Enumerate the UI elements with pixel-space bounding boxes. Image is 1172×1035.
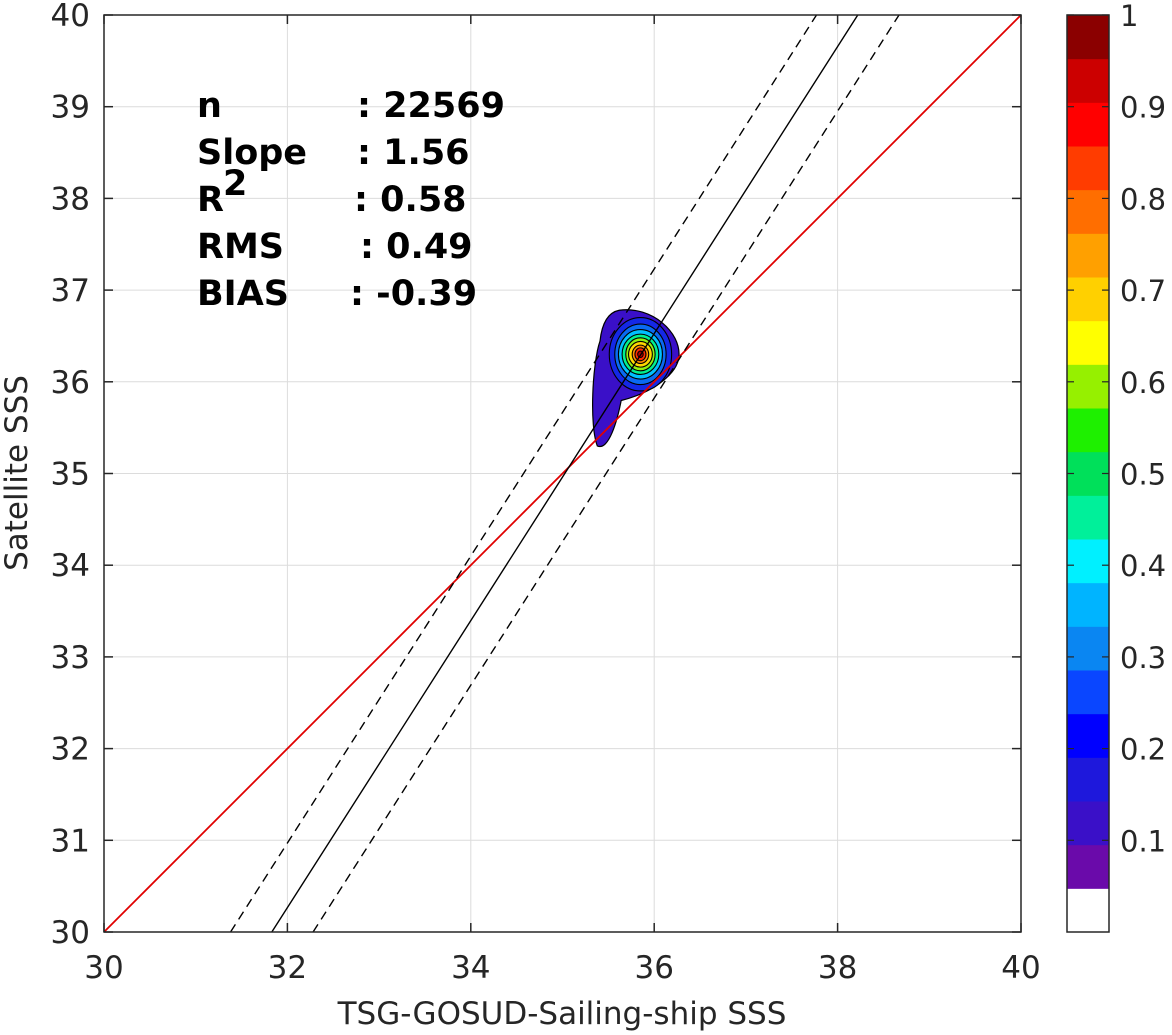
x-tick-label: 40: [1001, 950, 1040, 986]
grid: [104, 15, 1021, 932]
colorbar-segment: [1067, 626, 1109, 671]
one-to-one-line: [104, 15, 1021, 932]
colorbar-segment: [1067, 844, 1109, 889]
fit-lines: [104, 15, 1021, 932]
stat-value: : -0.39: [350, 274, 477, 314]
colorbar-segment: [1067, 582, 1109, 627]
colorbar-segment: [1067, 146, 1109, 191]
colorbar: [1066, 14, 1110, 933]
colorbar-segment: [1067, 670, 1109, 715]
y-tick-label: 34: [51, 548, 90, 584]
x-tick-label: 34: [451, 950, 490, 986]
stat-value: : 22569: [357, 86, 505, 126]
colorbar-segment: [1067, 539, 1109, 584]
colorbar-tick-label: 0.6: [1120, 366, 1166, 400]
x-tick-labels: 30 32 34 36 38 40: [84, 950, 1040, 986]
colorbar-segment: [1067, 713, 1109, 758]
x-tick-label: 30: [84, 950, 123, 986]
y-tick-label: 35: [51, 457, 90, 493]
colorbar-tick-label: 0.5: [1120, 458, 1166, 492]
y-axis-label: Satellite SSS: [0, 375, 35, 571]
x-tick-label: 32: [268, 950, 307, 986]
colorbar-tick-label: 0.2: [1120, 733, 1166, 767]
regression-plus-line: [312, 15, 900, 932]
colorbar-segment: [1067, 320, 1109, 365]
colorbar-segment: [1067, 801, 1109, 846]
y-tick-label: 37: [51, 273, 90, 309]
x-tick-label: 36: [634, 950, 673, 986]
stat-value: : 0.49: [360, 227, 473, 267]
colorbar-tick-labels: 0.1 0.2 0.3 0.4 0.5 0.6 0.7 0.8 0.9 1: [1120, 0, 1166, 858]
colorbar-segment: [1067, 495, 1109, 540]
colorbar-tick-label: 0.7: [1120, 274, 1166, 308]
stat-label: R: [197, 180, 224, 220]
colorbar-segment: [1067, 102, 1109, 147]
y-tick-label: 39: [51, 90, 90, 126]
colorbar-tick-label: 0.8: [1120, 182, 1166, 216]
stat-label: RMS: [197, 227, 284, 267]
stat-value: : 0.58: [354, 180, 467, 220]
y-tick-label: 30: [51, 915, 90, 951]
stat-label: Slope: [197, 133, 307, 173]
colorbar-tick-label: 1: [1120, 0, 1138, 33]
stat-label: BIAS: [197, 274, 289, 314]
axis-ticks: [103, 14, 1022, 933]
y-tick-labels: 30 31 32 33 34 35 36 37 38 39 40: [51, 0, 90, 951]
colorbar-segment: [1067, 189, 1109, 234]
stat-label: n: [197, 86, 222, 126]
regression-minus-line: [229, 15, 818, 932]
x-axis-label: TSG-GOSUD-Sailing-ship SSS: [337, 996, 787, 1032]
y-tick-label: 38: [51, 181, 90, 217]
colorbar-tick-label: 0.3: [1120, 641, 1166, 675]
x-tick-label: 38: [818, 950, 857, 986]
statistics-annotation: n : 22569 Slope : 1.56 R 2 : 0.58 RMS : 0.49 BIAS…: [197, 86, 505, 314]
y-tick-label: 40: [51, 0, 90, 34]
colorbar-tick-label: 0.9: [1120, 91, 1166, 125]
colorbar-segment: [1067, 408, 1109, 453]
colorbar-segment: [1067, 15, 1109, 60]
y-tick-label: 36: [51, 365, 90, 401]
colorbar-segment: [1067, 757, 1109, 802]
regression-line: [271, 15, 859, 932]
colorbar-segment: [1067, 233, 1109, 278]
colorbar-segment: [1067, 58, 1109, 103]
colorbar-segment: [1067, 364, 1109, 409]
colorbar-segment: [1067, 888, 1109, 933]
stat-value: : 1.56: [357, 133, 470, 173]
colorbar-segment: [1067, 277, 1109, 322]
colorbar-tick-label: 0.4: [1120, 549, 1166, 583]
stat-superscript: 2: [223, 164, 247, 204]
y-tick-label: 32: [51, 732, 90, 768]
colorbar-tick-label: 0.1: [1120, 824, 1166, 858]
y-tick-label: 33: [51, 640, 90, 676]
y-tick-label: 31: [51, 823, 90, 859]
